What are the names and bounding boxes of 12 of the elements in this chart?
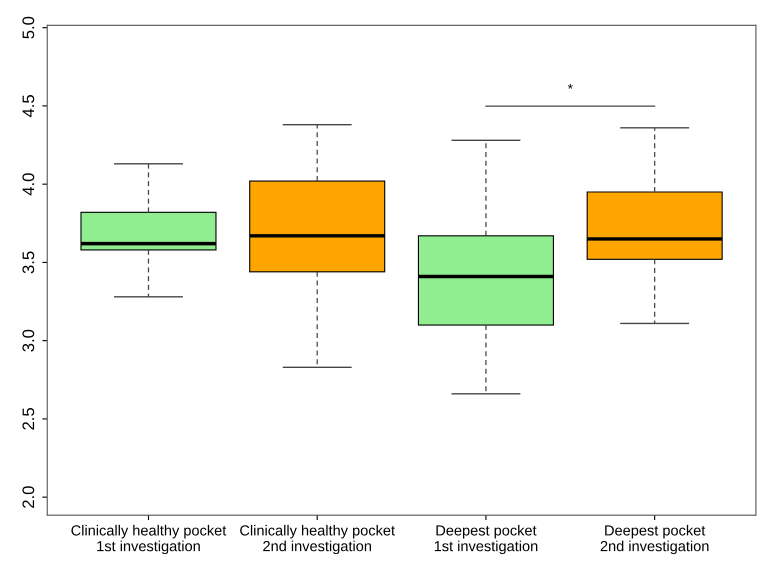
x-tick-label: Deepest pocket 1st investigation: [434, 524, 538, 554]
y-tick-label: 2.0: [22, 486, 34, 508]
x-tick-label: Clinically healthy pocket 2nd investigation: [240, 524, 395, 554]
y-tick-label: 5.0: [22, 16, 34, 39]
y-tick-label: 4.5: [22, 95, 34, 118]
x-tick-label: Deepest pocket 2nd investigation: [600, 524, 708, 554]
y-tick-label: 3.5: [22, 252, 34, 274]
x-tick-label: Clinically healthy pocket 1st investigation: [71, 524, 226, 554]
y-tick-label: 2.5: [22, 408, 34, 430]
y-tick-label: 4.0: [22, 173, 34, 196]
annotation: *: [568, 84, 573, 89]
y-tick-label: 3.0: [22, 330, 34, 352]
